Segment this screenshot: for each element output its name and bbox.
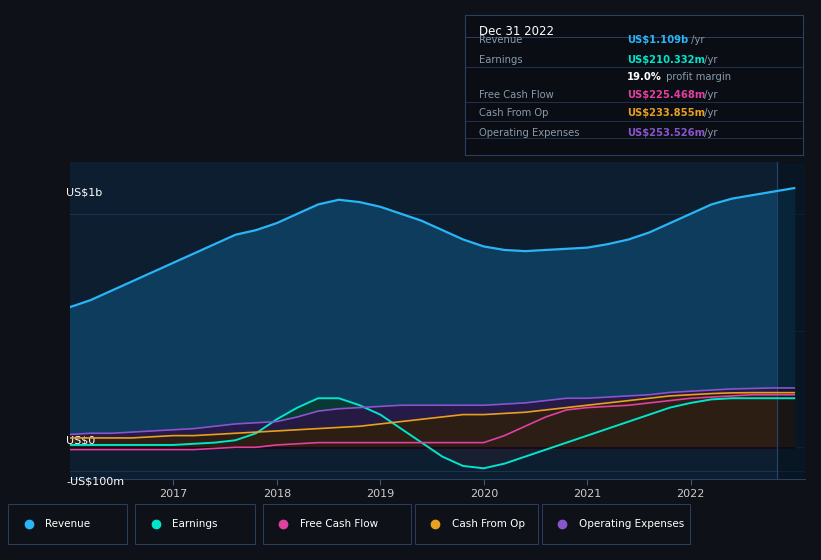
Text: Free Cash Flow: Free Cash Flow [479,90,553,100]
Text: Cash From Op: Cash From Op [452,519,525,529]
Text: /yr: /yr [689,35,705,45]
Text: /yr: /yr [701,55,718,65]
Text: Operating Expenses: Operating Expenses [579,519,684,529]
Text: US$233.855m: US$233.855m [627,108,705,118]
Text: Earnings: Earnings [172,519,218,529]
Text: US$1.109b: US$1.109b [627,35,689,45]
Text: /yr: /yr [701,128,718,138]
Text: US$0: US$0 [67,436,95,446]
Text: 19.0%: 19.0% [627,72,662,82]
Text: Operating Expenses: Operating Expenses [479,128,579,138]
Text: Cash From Op: Cash From Op [479,108,548,118]
Text: Free Cash Flow: Free Cash Flow [300,519,378,529]
Text: Revenue: Revenue [479,35,522,45]
Text: Earnings: Earnings [479,55,522,65]
Text: Revenue: Revenue [45,519,90,529]
Text: /yr: /yr [701,90,718,100]
Text: US$210.332m: US$210.332m [627,55,705,65]
Text: US$225.468m: US$225.468m [627,90,705,100]
Text: US$253.526m: US$253.526m [627,128,705,138]
Text: /yr: /yr [701,108,718,118]
Text: Dec 31 2022: Dec 31 2022 [479,25,553,38]
Text: -US$100m: -US$100m [67,477,124,487]
Text: US$1b: US$1b [67,188,103,198]
Text: profit margin: profit margin [663,72,731,82]
Bar [777,162,815,479]
